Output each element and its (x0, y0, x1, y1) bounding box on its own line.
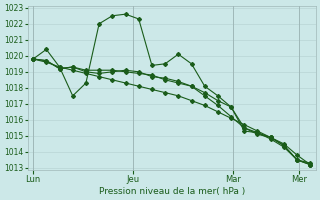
X-axis label: Pression niveau de la mer( hPa ): Pression niveau de la mer( hPa ) (99, 187, 245, 196)
